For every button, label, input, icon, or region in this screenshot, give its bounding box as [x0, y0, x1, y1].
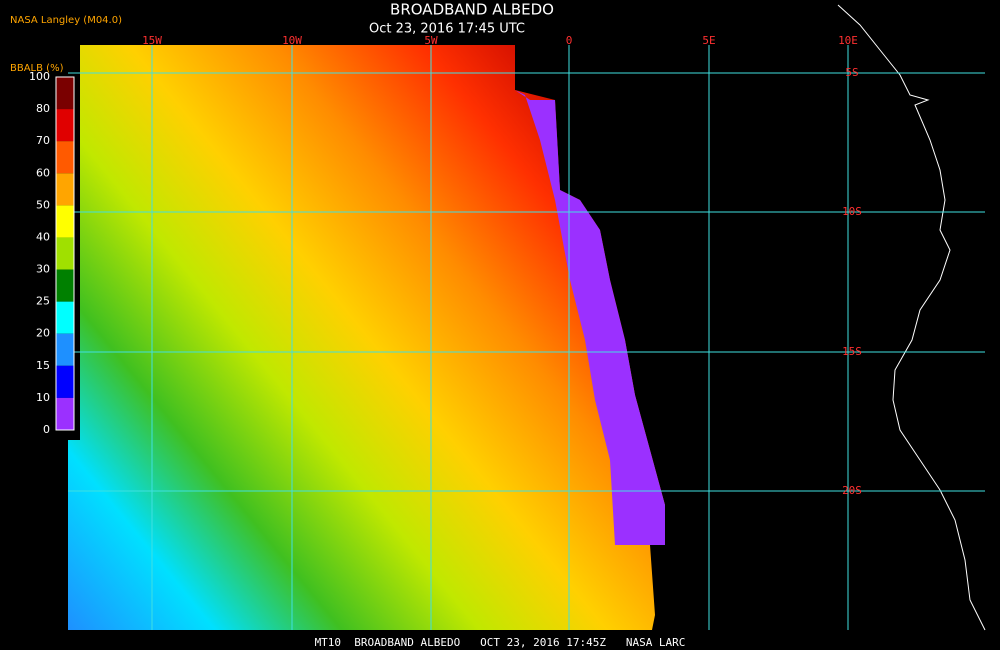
colorbar-tick-label: 10: [36, 391, 50, 404]
coastline: [837, 4, 986, 631]
colorbar-tick-label: 100: [29, 70, 50, 83]
colorbar-tick-label: 80: [36, 102, 50, 115]
colorbar-label: BBALB (%): [10, 63, 64, 74]
latitude-label: 5S: [845, 66, 858, 79]
colorbar-tick-label: 20: [36, 327, 50, 340]
colorbar-tick-label: 30: [36, 263, 50, 276]
latitude-label: 15S: [842, 345, 862, 358]
colorbar-band: [56, 205, 74, 238]
colorbar-band: [56, 365, 74, 398]
title: BROADBAND ALBEDO: [390, 1, 554, 19]
latitude-label: 10S: [842, 205, 862, 218]
colorbar-tick-label: 15: [36, 359, 50, 372]
colorbar-band: [56, 397, 74, 430]
colorbar-band: [56, 301, 74, 334]
colorbar-band: [56, 333, 74, 366]
longitude-label: 10W: [282, 34, 302, 47]
colorbar-band: [56, 173, 74, 206]
albedo-low-strip: [515, 90, 665, 545]
albedo-swath: [68, 45, 665, 630]
longitude-label: 15W: [142, 34, 162, 47]
colorbar-band: [56, 269, 74, 302]
latitude-label: 20S: [842, 484, 862, 497]
longitude-label: 10E: [838, 34, 858, 47]
colorbar-frame: [55, 76, 75, 431]
colorbar-tick-label: 40: [36, 230, 50, 243]
footer: MT10 BROADBAND ALBEDO OCT 23, 2016 17:45…: [315, 636, 686, 649]
colorbar-band: [56, 141, 74, 174]
colorbar-band: [56, 77, 74, 110]
colorbar-tick-label: 0: [43, 423, 50, 436]
colorbar-band: [56, 109, 74, 142]
colorbar-tick-label: 60: [36, 166, 50, 179]
colorbar-band: [56, 237, 74, 270]
longitude-label: 0: [566, 34, 573, 47]
colorbar-tick-label: 25: [36, 295, 50, 308]
subtitle: Oct 23, 2016 17:45 UTC: [369, 22, 525, 37]
colorbar-tick-label: 70: [36, 134, 50, 147]
colorbar-tick-label: 50: [36, 198, 50, 211]
agency-label: NASA Langley (M04.0): [10, 15, 122, 26]
longitude-label: 5W: [424, 34, 438, 47]
longitude-label: 5E: [702, 34, 715, 47]
